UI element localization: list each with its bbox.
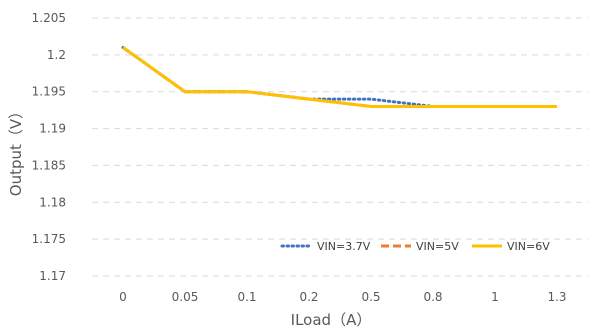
y-tick-label: 1.175 (32, 232, 66, 246)
y-tick-label: 1.18 (39, 195, 66, 209)
x-tick-label: 1 (491, 290, 499, 304)
legend-label: VIN=5V (416, 240, 459, 253)
x-tick-label: 0.1 (237, 290, 256, 304)
series-lines (123, 47, 557, 106)
grid-lines (92, 18, 588, 276)
x-tick-label: 1.3 (547, 290, 566, 304)
series-line-1 (123, 47, 557, 106)
y-tick-label: 1.205 (32, 11, 66, 25)
legend-label: VIN=6V (507, 240, 550, 253)
legend: VIN=3.7V VIN=5V VIN=6V (282, 240, 550, 253)
x-tick-label: 0.5 (361, 290, 380, 304)
x-axis-ticks: 0 0.05 0.1 0.2 0.5 0.8 1 1.3 (119, 290, 566, 304)
x-tick-label: 0.2 (299, 290, 318, 304)
y-tick-label: 1.2 (47, 48, 66, 62)
y-tick-label: 1.17 (39, 269, 66, 283)
x-axis-title: ILoad（A） (291, 311, 372, 329)
legend-label: VIN=3.7V (317, 240, 371, 253)
y-tick-label: 1.195 (32, 85, 66, 99)
y-tick-label: 1.19 (39, 122, 66, 136)
y-axis-title: Output（V） (7, 104, 25, 196)
x-tick-label: 0.05 (172, 290, 199, 304)
x-tick-label: 0.8 (423, 290, 442, 304)
x-tick-label: 0 (119, 290, 127, 304)
y-tick-label: 1.185 (32, 158, 66, 172)
y-axis-ticks: 1.17 1.175 1.18 1.185 1.19 1.195 1.2 1.205 (32, 11, 66, 283)
